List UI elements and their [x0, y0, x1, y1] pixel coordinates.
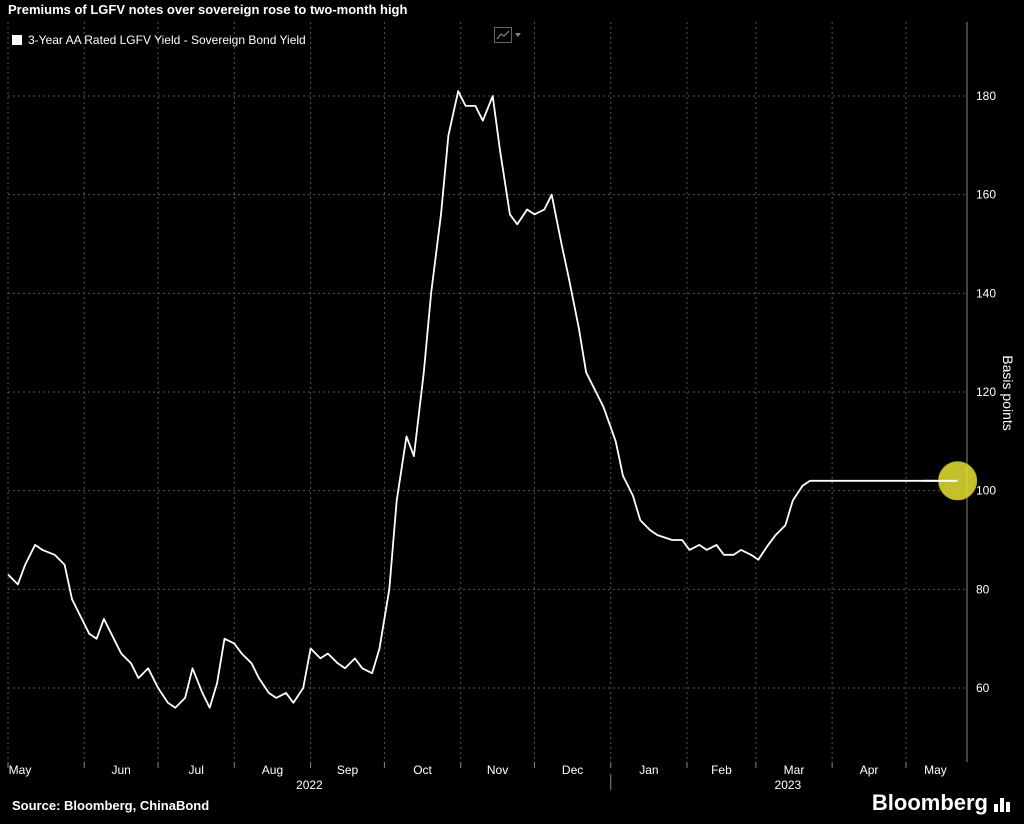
legend-swatch [12, 35, 22, 45]
y-tick-label: 120 [976, 385, 996, 399]
x-tick-label: Jan [639, 763, 658, 777]
bloomberg-logo: Bloomberg [872, 790, 1010, 816]
x-tick-label: May [9, 763, 32, 777]
x-tick-label: Aug [262, 763, 283, 777]
x-tick-label: Oct [413, 763, 432, 777]
x-tick-label: Feb [711, 763, 732, 777]
y-tick-label: 100 [976, 484, 996, 498]
x-tick-label: Jun [111, 763, 130, 777]
y-axis-label: Basis points [1000, 355, 1016, 430]
grid [7, 22, 965, 762]
x-tick-label: Jul [189, 763, 204, 777]
x-tick-label: Apr [860, 763, 879, 777]
chart-type-toggle-button[interactable] [494, 27, 512, 43]
y-tick-label: 80 [976, 582, 990, 596]
chevron-down-icon[interactable] [515, 33, 521, 37]
y-tick-label: 140 [976, 286, 996, 300]
line-chart-icon [496, 30, 510, 40]
legend: 3-Year AA Rated LGFV Yield - Sovereign B… [12, 33, 306, 47]
legend-label: 3-Year AA Rated LGFV Yield - Sovereign B… [28, 33, 306, 47]
x-tick-label: Sep [337, 763, 359, 777]
series-line [7, 90, 958, 709]
x-tick-label: Mar [784, 763, 805, 777]
year-label: 2022 [296, 778, 323, 792]
x-tick-label: Nov [487, 763, 508, 777]
x-tick-label: May [924, 763, 947, 777]
x-tick-label: Dec [562, 763, 583, 777]
chart-title: Premiums of LGFV notes over sovereign ro… [8, 2, 408, 17]
year-label: 2023 [775, 778, 802, 792]
y-tick-label: 60 [976, 681, 990, 695]
annotations [923, 461, 978, 501]
axes: 60 80 100 120 140 160 180 May Jun Jul Aug Sep Oct Nov… [7, 22, 996, 792]
source-note: Source: Bloomberg, ChinaBond [12, 798, 210, 813]
bloomberg-mark-icon [994, 794, 1010, 812]
y-tick-label: 180 [976, 89, 996, 103]
series-group [7, 90, 958, 709]
y-tick-label: 160 [976, 188, 996, 202]
brand-name: Bloomberg [871, 790, 988, 815]
